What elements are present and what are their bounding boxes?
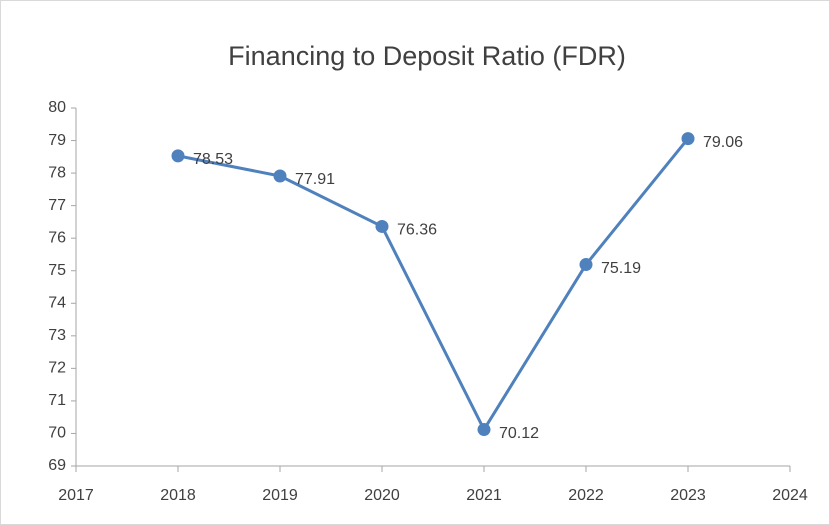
y-tick-label: 76 — [48, 229, 66, 246]
y-tick-label: 71 — [48, 392, 66, 409]
y-tick-label: 70 — [48, 425, 66, 442]
y-tick-label: 74 — [48, 294, 66, 311]
y-tick-label: 72 — [48, 360, 66, 377]
y-tick-label: 77 — [48, 197, 66, 214]
data-point — [477, 423, 491, 437]
data-point — [375, 219, 389, 233]
data-label: 77.91 — [295, 171, 335, 188]
data-label: 75.19 — [601, 260, 641, 277]
chart-title: Financing to Deposit Ratio (FDR) — [228, 41, 626, 71]
x-tick-label: 2022 — [568, 487, 604, 504]
x-tick-label: 2024 — [772, 487, 808, 504]
data-label: 78.53 — [193, 151, 233, 168]
x-tick-label: 2018 — [160, 487, 196, 504]
x-tick-label: 2019 — [262, 487, 298, 504]
y-tick-label: 69 — [48, 457, 66, 474]
data-label: 76.36 — [397, 222, 437, 239]
data-point — [579, 258, 593, 272]
x-tick-label: 2017 — [58, 487, 94, 504]
x-tick-label: 2021 — [466, 487, 502, 504]
data-point — [681, 132, 695, 146]
data-point — [171, 149, 185, 163]
data-point — [273, 169, 287, 183]
y-tick-label: 79 — [48, 132, 66, 149]
y-tick-label: 73 — [48, 327, 66, 344]
data-label: 79.06 — [703, 134, 743, 151]
data-label: 70.12 — [499, 425, 539, 442]
y-tick-label: 78 — [48, 164, 66, 181]
y-tick-label: 80 — [48, 99, 66, 116]
series-line — [177, 137, 690, 432]
y-tick-label: 75 — [48, 262, 66, 279]
x-tick-label: 2020 — [364, 487, 400, 504]
x-tick-label: 2023 — [670, 487, 706, 504]
